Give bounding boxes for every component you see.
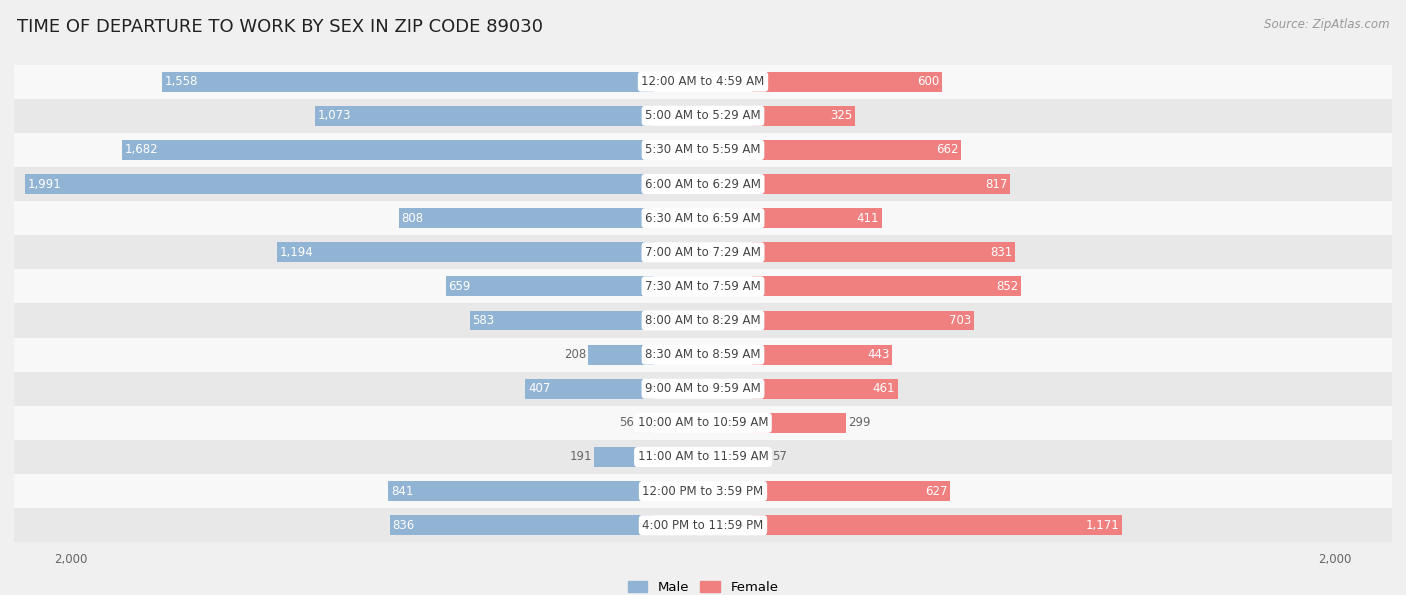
Bar [752, 208, 882, 228]
Text: 10:00 AM to 10:59 AM: 10:00 AM to 10:59 AM [638, 416, 768, 430]
Text: 411: 411 [856, 212, 879, 225]
Text: 56: 56 [620, 416, 634, 430]
Text: 407: 407 [527, 382, 550, 395]
Text: 600: 600 [917, 75, 939, 88]
Bar [752, 242, 1015, 262]
Bar [399, 208, 654, 228]
Text: 836: 836 [392, 519, 415, 532]
Bar [752, 413, 846, 433]
Bar [752, 277, 1021, 296]
Bar [162, 72, 654, 92]
Bar [8, 406, 1398, 440]
Bar [8, 133, 1398, 167]
Bar [752, 140, 962, 160]
Text: 443: 443 [868, 348, 890, 361]
Bar [593, 447, 654, 467]
Legend: Male, Female: Male, Female [623, 575, 783, 595]
Text: 1,682: 1,682 [125, 143, 159, 156]
Bar [8, 474, 1398, 508]
Bar [8, 167, 1398, 201]
Text: 7:30 AM to 7:59 AM: 7:30 AM to 7:59 AM [645, 280, 761, 293]
Bar [389, 515, 654, 535]
Text: 808: 808 [401, 212, 423, 225]
Text: 659: 659 [449, 280, 471, 293]
Bar [8, 337, 1398, 372]
Bar [8, 99, 1398, 133]
Text: 8:00 AM to 8:29 AM: 8:00 AM to 8:29 AM [645, 314, 761, 327]
Text: 841: 841 [391, 484, 413, 497]
Text: 7:00 AM to 7:29 AM: 7:00 AM to 7:29 AM [645, 246, 761, 259]
Bar [752, 515, 1122, 535]
Bar [315, 106, 654, 126]
Bar [25, 174, 654, 194]
Bar [122, 140, 654, 160]
Text: 627: 627 [925, 484, 948, 497]
Text: 1,073: 1,073 [318, 109, 352, 123]
Text: 852: 852 [997, 280, 1019, 293]
Bar [752, 174, 1010, 194]
Bar [752, 447, 770, 467]
Bar [8, 440, 1398, 474]
Text: 817: 817 [986, 177, 1008, 190]
Text: Source: ZipAtlas.com: Source: ZipAtlas.com [1264, 18, 1389, 31]
Bar [8, 235, 1398, 270]
Text: 831: 831 [990, 246, 1012, 259]
Bar [752, 345, 891, 365]
Text: 5:30 AM to 5:59 AM: 5:30 AM to 5:59 AM [645, 143, 761, 156]
Text: 583: 583 [472, 314, 495, 327]
Text: 8:30 AM to 8:59 AM: 8:30 AM to 8:59 AM [645, 348, 761, 361]
Text: 6:30 AM to 6:59 AM: 6:30 AM to 6:59 AM [645, 212, 761, 225]
Bar [446, 277, 654, 296]
Text: 6:00 AM to 6:29 AM: 6:00 AM to 6:29 AM [645, 177, 761, 190]
Text: 5:00 AM to 5:29 AM: 5:00 AM to 5:29 AM [645, 109, 761, 123]
Text: 12:00 AM to 4:59 AM: 12:00 AM to 4:59 AM [641, 75, 765, 88]
Text: 57: 57 [772, 450, 787, 464]
Text: 703: 703 [949, 314, 972, 327]
Bar [388, 481, 654, 501]
Text: 208: 208 [564, 348, 586, 361]
Bar [8, 303, 1398, 337]
Text: 9:00 AM to 9:59 AM: 9:00 AM to 9:59 AM [645, 382, 761, 395]
Bar [8, 372, 1398, 406]
Bar [470, 311, 654, 330]
Text: 1,171: 1,171 [1085, 519, 1119, 532]
Bar [752, 481, 950, 501]
Bar [752, 311, 974, 330]
Bar [588, 345, 654, 365]
Text: 1,194: 1,194 [280, 246, 314, 259]
Text: 325: 325 [830, 109, 852, 123]
Bar [752, 379, 897, 399]
Text: 662: 662 [936, 143, 959, 156]
Text: 299: 299 [848, 416, 870, 430]
Text: 4:00 PM to 11:59 PM: 4:00 PM to 11:59 PM [643, 519, 763, 532]
Bar [8, 508, 1398, 542]
Bar [8, 65, 1398, 99]
Bar [8, 270, 1398, 303]
Bar [637, 413, 654, 433]
Text: 12:00 PM to 3:59 PM: 12:00 PM to 3:59 PM [643, 484, 763, 497]
Text: TIME OF DEPARTURE TO WORK BY SEX IN ZIP CODE 89030: TIME OF DEPARTURE TO WORK BY SEX IN ZIP … [17, 18, 543, 36]
Bar [752, 72, 942, 92]
Text: 1,558: 1,558 [165, 75, 198, 88]
Bar [277, 242, 654, 262]
Text: 1,991: 1,991 [27, 177, 60, 190]
Bar [526, 379, 654, 399]
Bar [752, 106, 855, 126]
Text: 461: 461 [873, 382, 896, 395]
Bar [8, 201, 1398, 235]
Text: 11:00 AM to 11:59 AM: 11:00 AM to 11:59 AM [638, 450, 768, 464]
Text: 191: 191 [569, 450, 592, 464]
